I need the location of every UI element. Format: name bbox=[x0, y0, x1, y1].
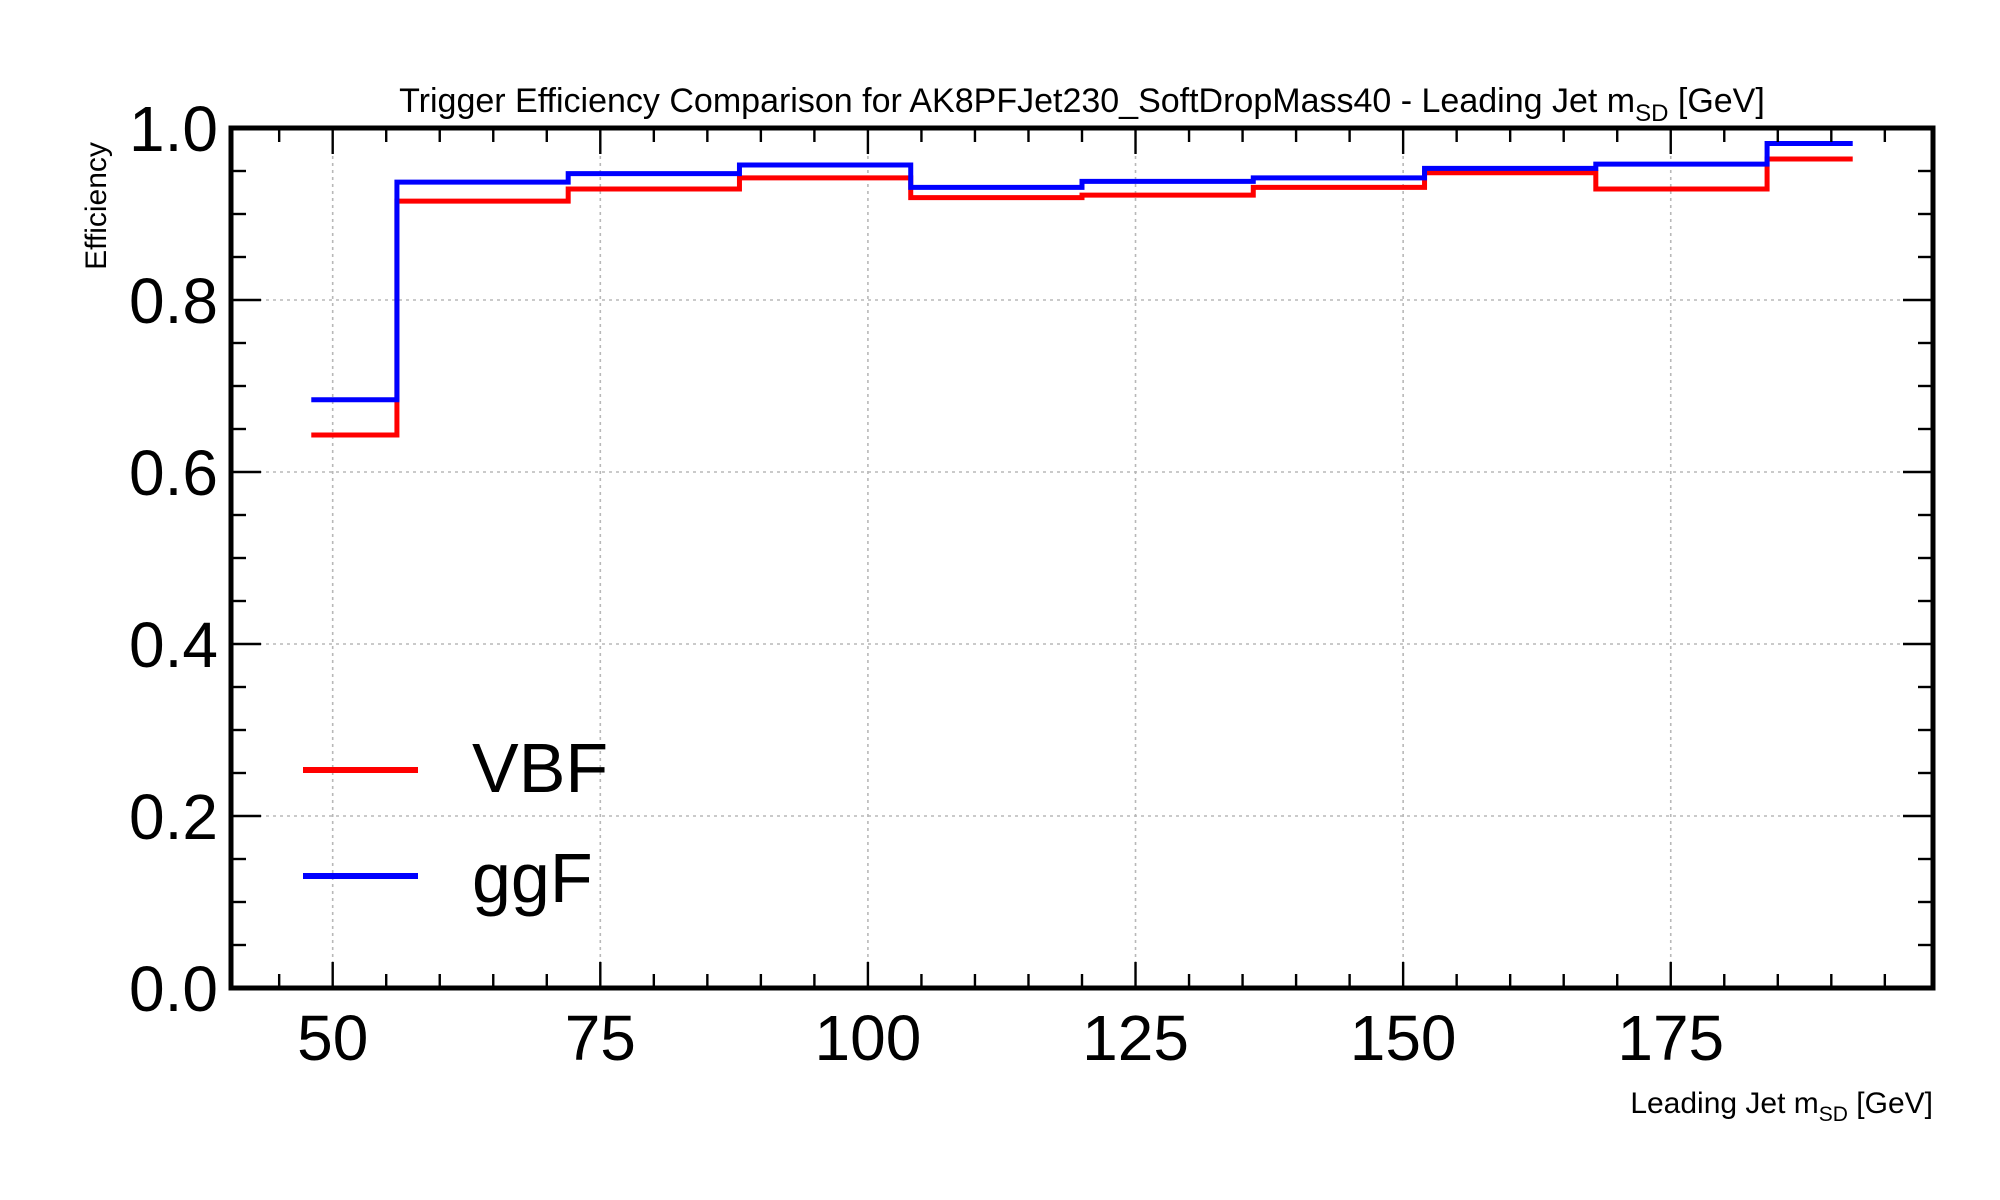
x-tick-label: 50 bbox=[297, 1002, 368, 1074]
series-layer bbox=[311, 140, 1853, 438]
legend-label-ggf: ggF bbox=[472, 839, 593, 917]
y-axis-label: Efficiency bbox=[80, 142, 113, 270]
y-tick-label: 0.6 bbox=[129, 437, 218, 509]
chart-title: Trigger Efficiency Comparison for AK8PFJ… bbox=[399, 82, 1765, 127]
legend: VBF ggF bbox=[303, 729, 608, 917]
series-line-ggf bbox=[311, 140, 1853, 403]
y-tick-label: 0.4 bbox=[129, 609, 218, 681]
tick-labels: 50 75 100 125 150 175 0.0 0.2 0.4 0.6 0.8 1.0 bbox=[129, 93, 1724, 1074]
x-tick-label: 75 bbox=[565, 1002, 636, 1074]
x-tick-label: 175 bbox=[1617, 1002, 1724, 1074]
legend-label-vbf: VBF bbox=[472, 729, 608, 807]
x-tick-label: 125 bbox=[1082, 1002, 1189, 1074]
x-axis-label: Leading Jet mSD [GeV] bbox=[1630, 1087, 1933, 1126]
y-tick-label: 0.8 bbox=[129, 265, 218, 337]
y-tick-label: 0.2 bbox=[129, 781, 218, 853]
series-line-vbf bbox=[311, 156, 1853, 438]
y-tick-label: 1.0 bbox=[129, 93, 218, 165]
x-tick-label: 100 bbox=[815, 1002, 922, 1074]
y-tick-label: 0.0 bbox=[129, 953, 218, 1025]
x-tick-label: 150 bbox=[1350, 1002, 1457, 1074]
plot-frame bbox=[228, 125, 1936, 991]
grid bbox=[231, 128, 1933, 988]
